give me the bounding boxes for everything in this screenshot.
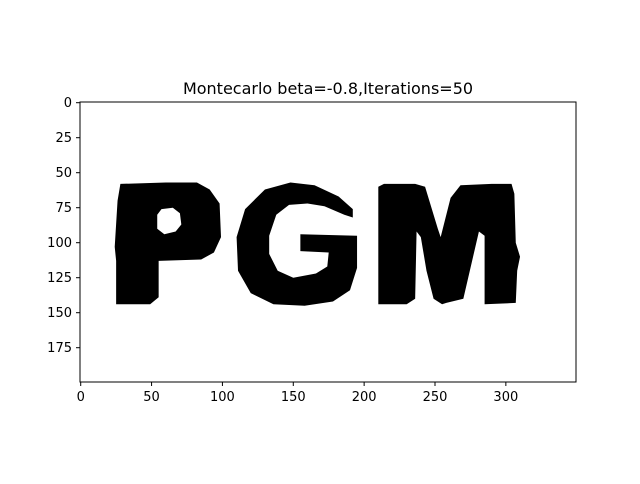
y-tick-label: 50: [55, 166, 72, 181]
y-tick-label: 150: [47, 306, 72, 321]
letter-p: [114, 182, 222, 305]
chart-title: Montecarlo beta=-0.8,Iterations=50: [182, 79, 474, 98]
x-tick-label: 250: [423, 390, 448, 405]
x-tick-label: 200: [352, 390, 377, 405]
letter-m: [378, 183, 521, 305]
x-tick-label: 150: [281, 390, 306, 405]
y-tick-label: 125: [47, 271, 72, 286]
x-tick-label: 0: [77, 390, 85, 405]
x-tick-label: 100: [210, 390, 235, 405]
y-tick-label: 75: [55, 201, 72, 216]
y-tick-label: 25: [55, 131, 72, 146]
y-tick-label: 100: [47, 236, 72, 251]
axes-frame: [79, 101, 577, 383]
x-tick-label: 300: [493, 390, 518, 405]
binary-image: [114, 182, 521, 306]
y-tick-label: 175: [47, 341, 72, 356]
x-axis: 0 50 100 150 200 250 300: [77, 382, 518, 405]
x-tick-label: 50: [143, 390, 160, 405]
y-axis: 0 25 50 75 100 125 150 175: [47, 96, 80, 356]
y-tick-label: 0: [64, 96, 72, 111]
letter-g: [236, 182, 358, 306]
